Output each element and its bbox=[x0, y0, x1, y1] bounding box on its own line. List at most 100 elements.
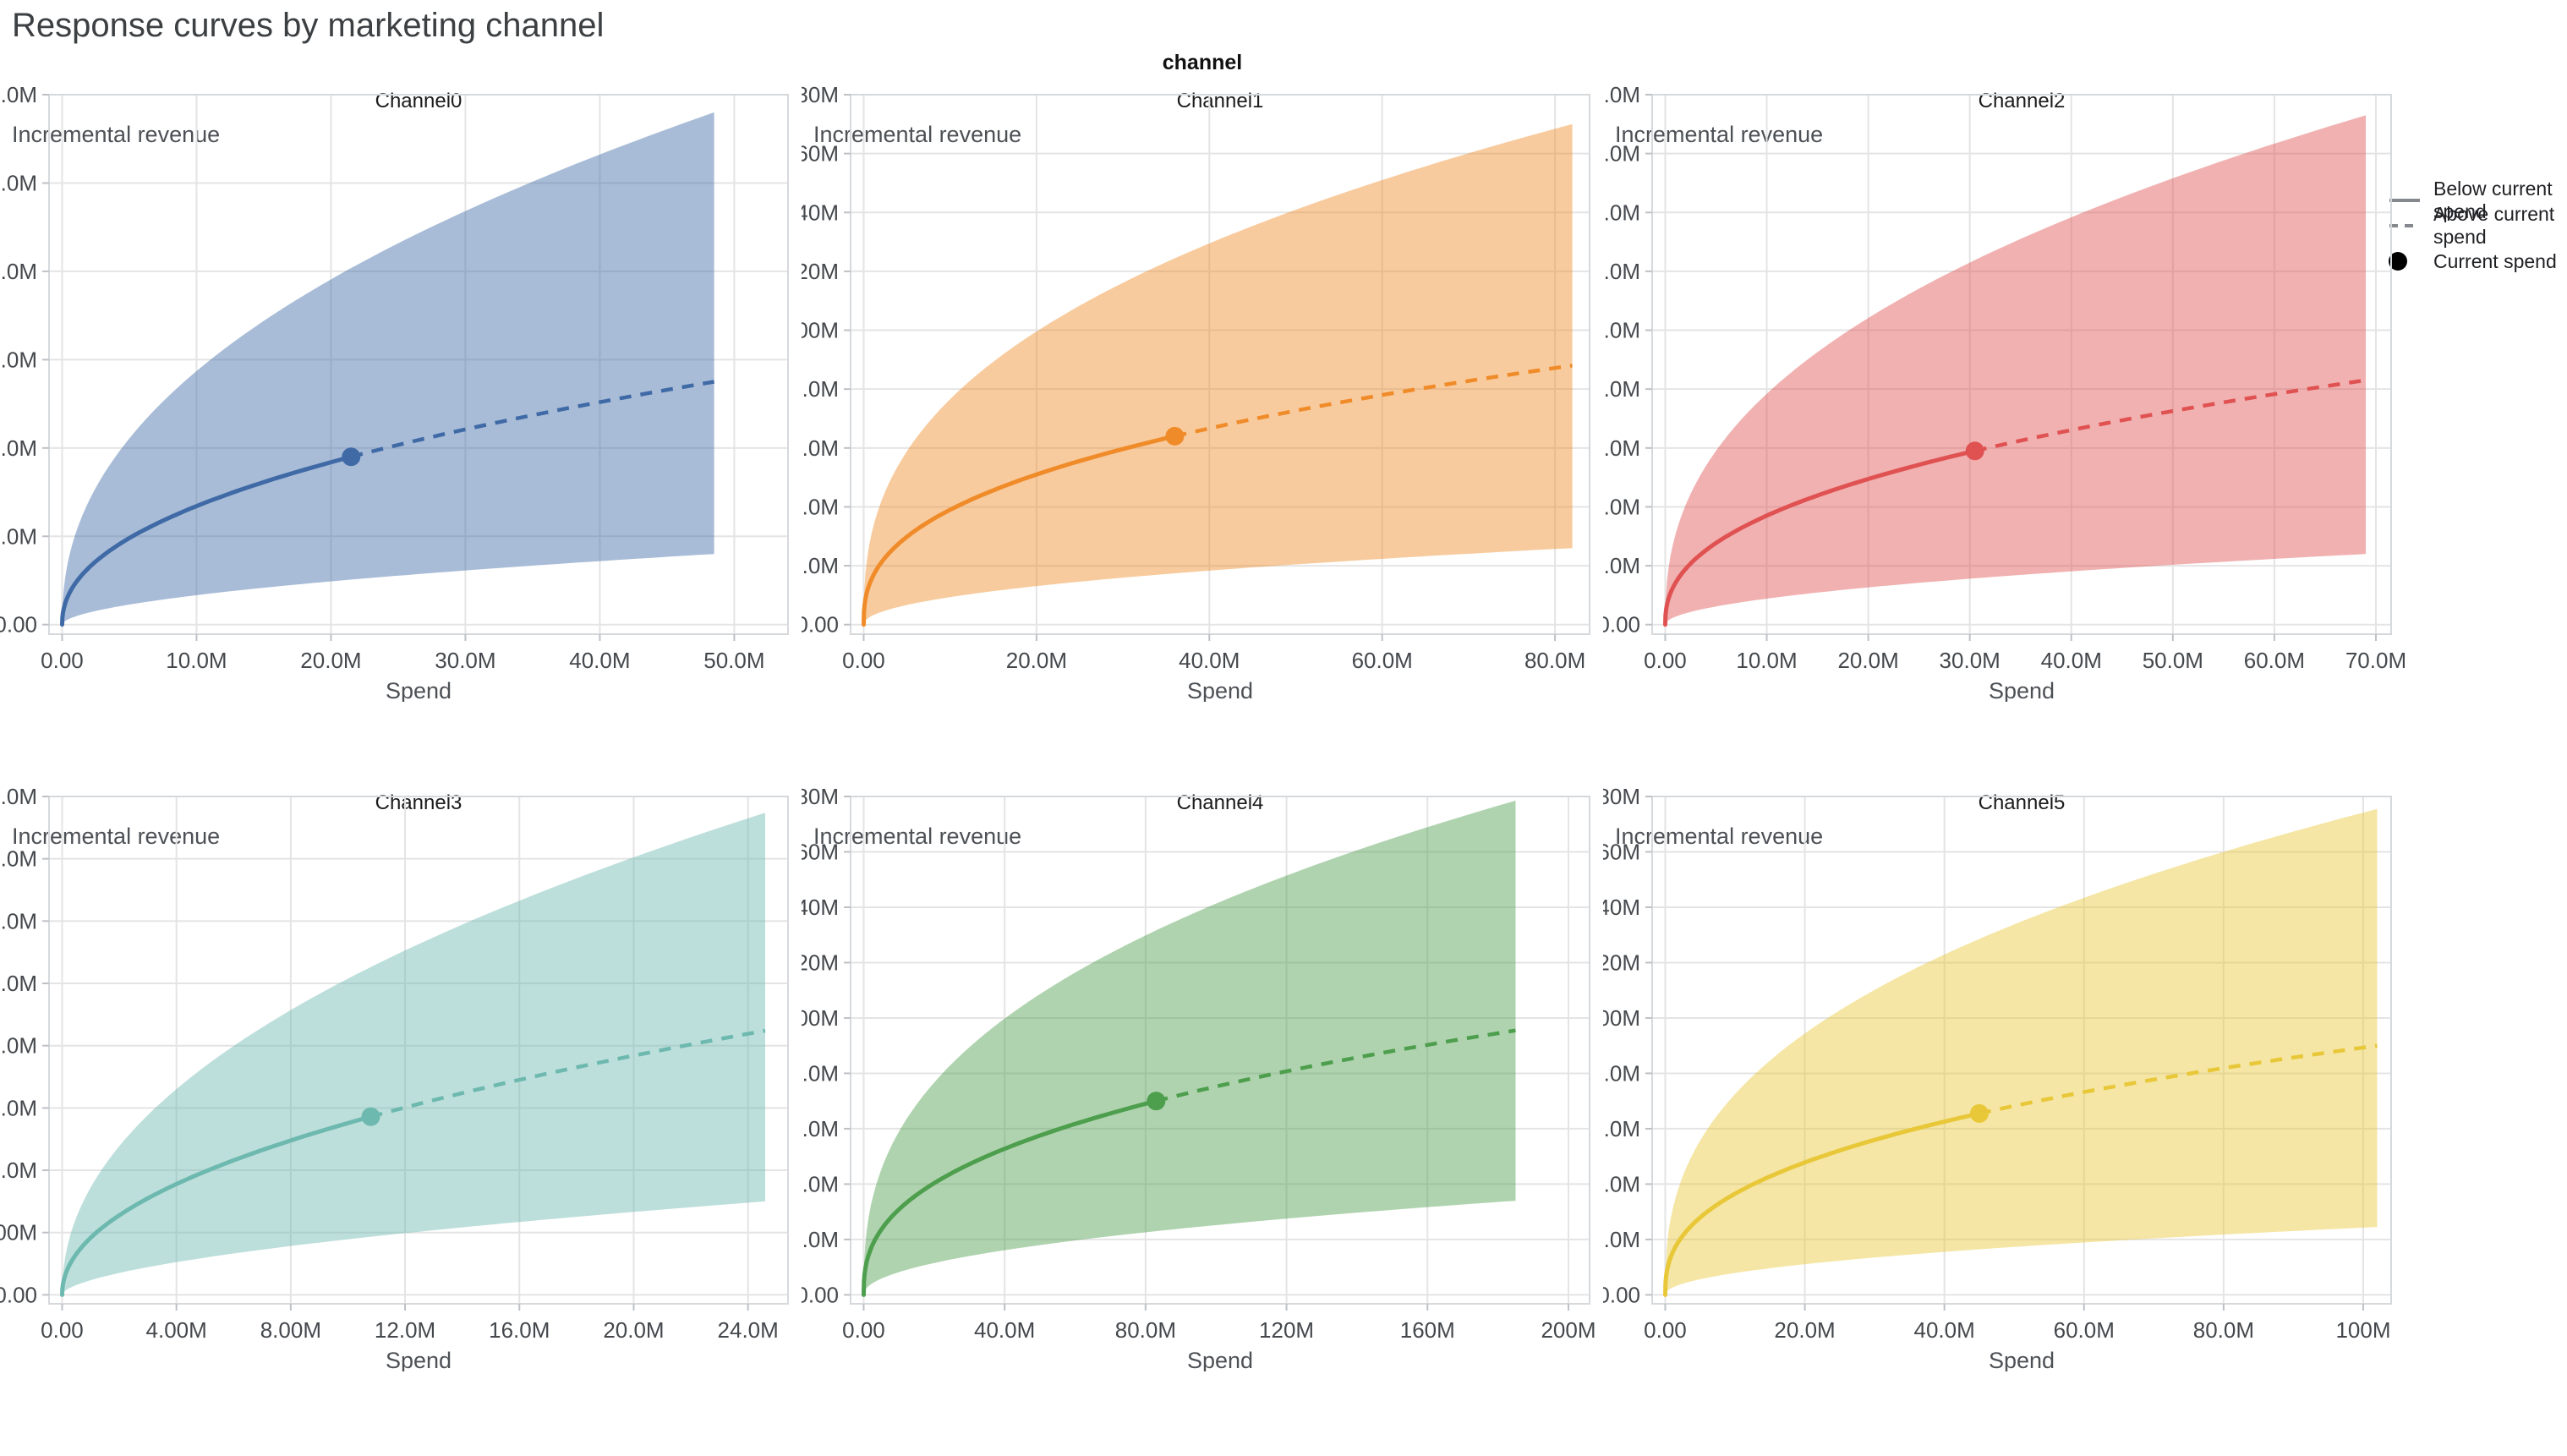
x-axis-tick-label: 8.00M bbox=[260, 1317, 321, 1343]
below-current-spend-line bbox=[862, 1098, 1158, 1297]
current-spend-dot bbox=[1165, 426, 1185, 446]
x-axis-tick-label: 0.00 bbox=[1644, 648, 1687, 673]
y-axis-tick-label: 100M bbox=[802, 1005, 839, 1031]
x-axis-tick-label: 160M bbox=[1400, 1317, 1455, 1343]
y-axis-tick-label: 60.0M bbox=[802, 435, 839, 461]
confidence-band bbox=[863, 800, 1516, 1295]
charts-grid: Channel0 Incremental revenue 0.00 10.0M 20.0… bbox=[0, 85, 2405, 1456]
y-axis-tick-label: 20.0M bbox=[802, 553, 839, 578]
x-axis-tick-label: 20.0M bbox=[1774, 1317, 1835, 1343]
y-axis-tick-label: 0.00 bbox=[1603, 612, 1640, 638]
y-axis-title: Incremental revenue bbox=[813, 824, 1022, 849]
y-axis-tick-label: 80.0M bbox=[802, 1060, 839, 1086]
x-axis-tick-label: 70.0M bbox=[2345, 648, 2405, 673]
y-axis-tick-label: 40.0M bbox=[1603, 376, 1640, 402]
x-axis-tick-label: 40.0M bbox=[569, 648, 630, 673]
x-axis-title: Spend bbox=[386, 678, 452, 702]
y-axis-tick-label: 160M bbox=[1603, 839, 1640, 864]
subplot-title: Channel1 bbox=[1176, 90, 1264, 112]
page-title: Response curves by marketing channel bbox=[12, 7, 605, 44]
x-axis-tick-label: 100M bbox=[2335, 1317, 2390, 1343]
x-axis-tick-label: 12.0M bbox=[375, 1317, 435, 1343]
legend: Below current spend Above current spend … bbox=[2386, 178, 2564, 274]
y-axis-tick-label: 40.0M bbox=[802, 1171, 839, 1196]
plot-area: 0.00 20.0M 40.0M 60.0M 80.0M 100M 120M 140M 160M… bbox=[802, 786, 1596, 1371]
facet-label: channel bbox=[1162, 51, 1243, 74]
x-axis-tick-label: 60.0M bbox=[2244, 648, 2305, 673]
y-axis-tick-label: 10.0M bbox=[0, 1158, 37, 1183]
x-axis-tick-label: 30.0M bbox=[1940, 648, 2001, 673]
y-axis-tick-label: 40.0M bbox=[0, 786, 37, 809]
y-axis-tick-label: 70.0M bbox=[1603, 200, 1640, 225]
above-current-spend-line bbox=[1174, 364, 1573, 439]
y-axis-tick-label: 25.0M bbox=[0, 971, 37, 996]
above-current-spend-line bbox=[1974, 378, 2367, 453]
below-current-spend-line bbox=[60, 454, 353, 627]
y-axis-tick-label: 20.0M bbox=[802, 1227, 839, 1252]
x-axis-tick-label: 120M bbox=[1259, 1317, 1314, 1343]
y-axis-title: Incremental revenue bbox=[1615, 824, 1824, 849]
x-axis-tick-label: 40.0M bbox=[2041, 648, 2102, 673]
chart-channel0: Channel0 Incremental revenue 0.00 10.0M 20.0… bbox=[0, 85, 802, 786]
y-axis-tick-label: 180M bbox=[802, 786, 839, 809]
y-axis-tick-label: 35.0M bbox=[0, 846, 37, 872]
chart-channel3: Channel3 Incremental revenue 0.00 5.00M 10.0… bbox=[0, 786, 802, 1456]
below-current-spend-line bbox=[862, 434, 1177, 627]
x-axis-tick-label: 0.00 bbox=[842, 1317, 885, 1343]
chart-channel5: Channel5 Incremental revenue 0.00 20.0M 40.0… bbox=[1603, 786, 2405, 1456]
y-axis-tick-label: 120M bbox=[1603, 950, 1640, 975]
x-axis-tick-label: 16.0M bbox=[489, 1317, 550, 1343]
current-spend-dot bbox=[1965, 441, 1984, 461]
y-axis-tick-label: 160M bbox=[802, 839, 839, 864]
y-axis-tick-label: 160M bbox=[802, 141, 839, 167]
plot-border bbox=[1651, 94, 2392, 635]
x-axis-tick-label: 10.0M bbox=[166, 648, 227, 673]
y-axis-tick-label: 30.0M bbox=[0, 908, 37, 933]
x-axis-title: Spend bbox=[1187, 1348, 1253, 1371]
confidence-band bbox=[62, 813, 765, 1295]
y-axis-tick-label: 0.00 bbox=[802, 1282, 839, 1307]
confidence-band bbox=[1665, 808, 2378, 1295]
y-axis-tick-label: 20.0M bbox=[0, 1033, 37, 1059]
current-spend-dot bbox=[342, 447, 361, 467]
below-current-spend-line bbox=[60, 1114, 373, 1297]
x-axis-tick-label: 10.0M bbox=[1736, 648, 1797, 673]
x-axis-tick-label: 40.0M bbox=[1914, 1317, 1975, 1343]
subplot-title: Channel0 bbox=[375, 90, 462, 112]
plot-border bbox=[850, 94, 1590, 635]
x-axis-tick-label: 20.0M bbox=[300, 648, 361, 673]
x-axis-tick-label: 200M bbox=[1541, 1317, 1595, 1343]
current-spend-dot bbox=[361, 1107, 380, 1126]
legend-item-above-current-spend: Above current spend bbox=[2386, 203, 2564, 248]
plot-area: 0.00 10.0M 20.0M 30.0M 40.0M 50.0M 60.0M 0.00 10… bbox=[0, 85, 789, 702]
y-axis-tick-label: 60.0M bbox=[802, 1116, 839, 1141]
y-axis-tick-label: 120M bbox=[802, 950, 839, 975]
y-axis-tick-label: 180M bbox=[1603, 786, 1640, 809]
below-current-spend-line bbox=[1663, 448, 1978, 627]
y-axis-title: Incremental revenue bbox=[1615, 122, 1824, 147]
confidence-band bbox=[863, 123, 1573, 625]
y-axis-tick-label: 30.0M bbox=[1603, 435, 1640, 461]
below-current-spend-line bbox=[1663, 1111, 1982, 1297]
y-axis-tick-label: 40.0M bbox=[1603, 1171, 1640, 1196]
y-axis-tick-label: 140M bbox=[802, 895, 839, 920]
plot-area: 0.00 10.0M 20.0M 30.0M 40.0M 50.0M 60.0M 70.0M 8… bbox=[1603, 85, 2405, 702]
x-axis-tick-label: 80.0M bbox=[1115, 1317, 1176, 1343]
y-axis-tick-label: 80.0M bbox=[802, 376, 839, 402]
subplot-title: Channel5 bbox=[1978, 791, 2066, 814]
x-axis-tick-label: 50.0M bbox=[2143, 648, 2203, 673]
x-axis-tick-label: 40.0M bbox=[1179, 648, 1240, 673]
x-axis-tick-label: 60.0M bbox=[2054, 1317, 2115, 1343]
x-axis-tick-label: 0.00 bbox=[41, 648, 84, 673]
legend-label: Current spend bbox=[2433, 249, 2557, 272]
x-axis-tick-label: 80.0M bbox=[2193, 1317, 2254, 1343]
subplot-title: Channel3 bbox=[375, 791, 462, 814]
current-spend-dot bbox=[1147, 1092, 1166, 1111]
solid-line-icon bbox=[2389, 199, 2420, 202]
x-axis-tick-label: 20.0M bbox=[1006, 648, 1067, 673]
y-axis-tick-label: 20.0M bbox=[0, 435, 37, 461]
x-axis-tick-label: 4.00M bbox=[146, 1317, 207, 1343]
y-axis-title: Incremental revenue bbox=[12, 122, 221, 147]
y-axis-tick-label: 40.0M bbox=[802, 494, 839, 519]
dot-icon bbox=[2389, 252, 2407, 271]
